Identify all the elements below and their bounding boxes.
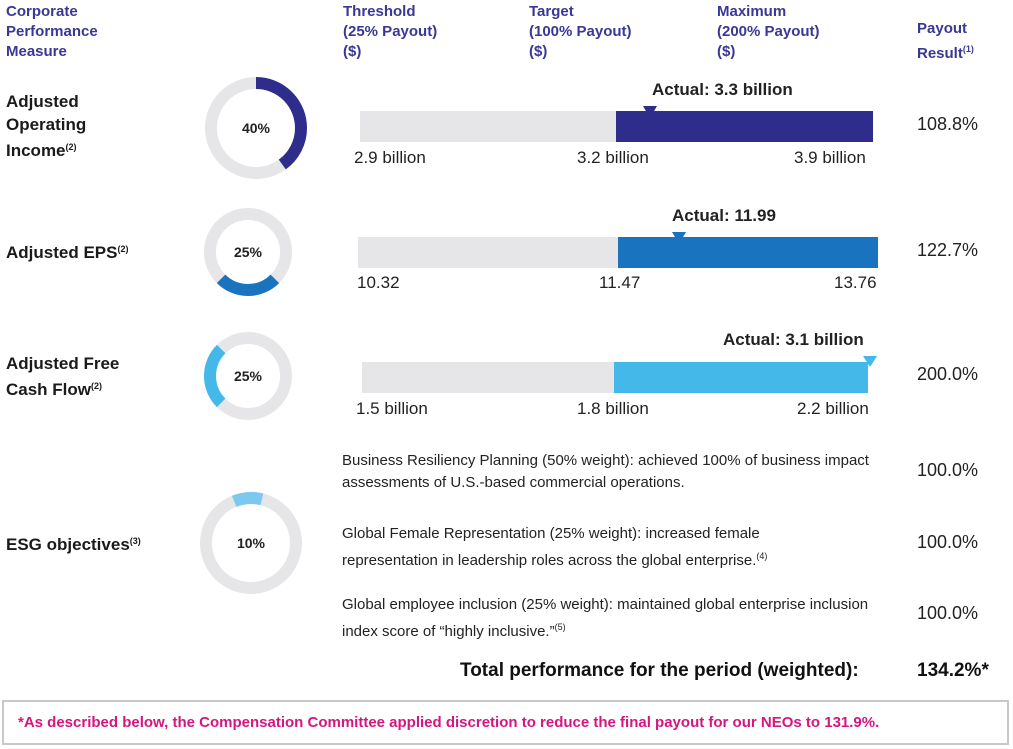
target-value: 11.47	[599, 273, 641, 292]
actual-label: Actual: 3.1 billion	[723, 330, 864, 349]
weight-donut: 25%	[203, 200, 293, 304]
actual-marker	[863, 356, 877, 367]
header-maximum: Maximum (200% Payout) ($)	[717, 3, 820, 60]
esg-item-text: Global Female Representation (25% weight…	[342, 525, 760, 569]
weight-label: 25%	[233, 368, 263, 384]
bar-achieved-segment	[614, 362, 868, 393]
footnote-ref: (2)	[117, 244, 129, 254]
measure-esg: ESG objectives(3)	[6, 530, 141, 556]
esg-item: Global employee inclusion (25% weight): …	[342, 594, 882, 643]
target-value: 3.2 billion	[577, 148, 649, 167]
measure-eps: Adjusted EPS(2)	[6, 238, 128, 264]
measure-name: ESG objectives	[6, 535, 130, 554]
performance-bar	[360, 111, 873, 142]
footnote-ref: (4)	[756, 551, 768, 561]
payout-result: 200.0%	[917, 364, 979, 384]
donut-weight-arc	[205, 77, 307, 179]
bar-achieved-segment	[618, 237, 878, 268]
total-value: 134.2%*	[917, 660, 989, 681]
target-value: 1.8 billion	[577, 399, 649, 418]
header-payout: Payout Result(1)	[917, 19, 974, 64]
weight-label: 10%	[236, 535, 266, 551]
footnote-ref: (2)	[65, 142, 77, 152]
bar-threshold-segment	[360, 111, 616, 142]
weight-label: 40%	[241, 120, 271, 136]
header-threshold: Threshold (25% Payout) ($)	[343, 3, 438, 60]
bar-threshold-segment	[358, 237, 618, 268]
performance-bar	[358, 237, 878, 268]
header-target: Target (100% Payout) ($)	[529, 3, 632, 60]
maximum-value: 2.2 billion	[797, 399, 869, 418]
donut-weight-arc	[204, 208, 292, 296]
footnote-ref: (2)	[91, 381, 103, 391]
weight-donut: 10%	[199, 491, 303, 595]
esg-item-text: Business Resiliency Planning (50% weight…	[342, 452, 869, 491]
measure-name: Adjusted Free Cash Flow	[6, 354, 120, 399]
esg-item: Business Resiliency Planning (50% weight…	[342, 450, 902, 494]
discretion-footnote: *As described below, the Compensation Co…	[2, 700, 1009, 745]
maximum-value: 13.76	[834, 273, 877, 292]
payout-result: 108.8%	[917, 114, 979, 134]
measure-name: Adjusted Operating Income	[6, 92, 87, 160]
weight-donut: 40%	[204, 76, 308, 180]
weight-label: 25%	[233, 244, 263, 260]
bar-achieved-segment	[616, 111, 873, 142]
measure-free-cash-flow: Adjusted Free Cash Flow(2)	[6, 352, 146, 401]
payout-result: 100.0%	[917, 460, 979, 480]
donut-weight-arc	[203, 332, 292, 420]
esg-item: Global Female Representation (25% weight…	[342, 523, 822, 572]
actual-label: Actual: 11.99	[672, 206, 776, 225]
footnote-ref: (3)	[129, 536, 141, 546]
footnote-ref: (1)	[962, 44, 974, 54]
payout-result: 100.0%	[917, 532, 979, 552]
header-measure: Corporate Performance Measure	[6, 3, 98, 60]
esg-item-text: Global employee inclusion (25% weight): …	[342, 596, 869, 640]
weight-donut: 25%	[203, 324, 293, 428]
bar-threshold-segment	[362, 362, 614, 393]
performance-bar	[362, 362, 868, 393]
payout-result: 122.7%	[917, 240, 979, 260]
payout-result: 100.0%	[917, 603, 979, 623]
threshold-value: 2.9 billion	[354, 148, 426, 167]
measure-operating-income: Adjusted Operating Income(2)	[6, 90, 136, 162]
threshold-value: 1.5 billion	[356, 399, 428, 418]
maximum-value: 3.9 billion	[794, 148, 866, 167]
measure-name: Adjusted EPS	[6, 243, 118, 262]
footnote-ref: (5)	[554, 622, 566, 632]
actual-label: Actual: 3.3 billion	[652, 80, 793, 99]
threshold-value: 10.32	[357, 273, 400, 292]
total-label: Total performance for the period (weight…	[460, 660, 859, 681]
header-payout-label: Payout Result	[917, 20, 968, 62]
